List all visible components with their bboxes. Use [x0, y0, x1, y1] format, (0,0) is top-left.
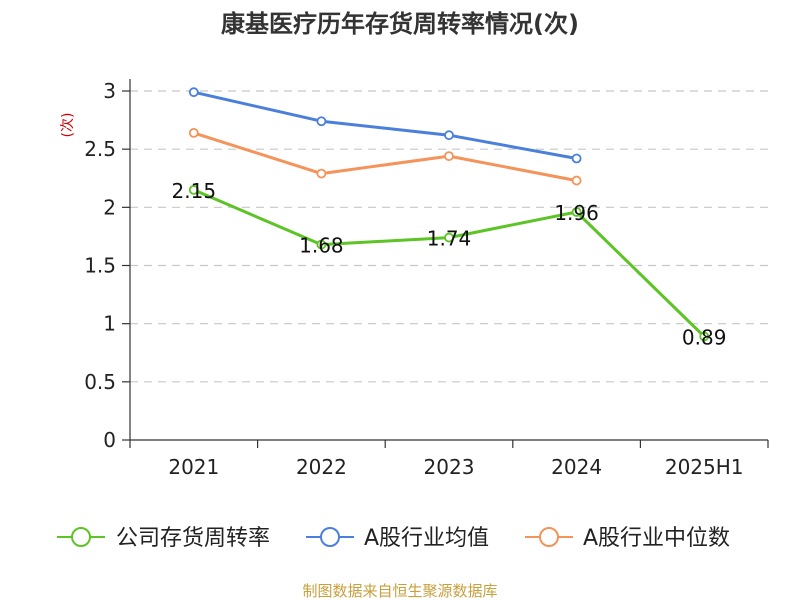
legend-marker [320, 527, 340, 547]
data-point [444, 151, 454, 162]
legend-label: A股行业均值 [364, 526, 489, 551]
y-tick-label: 2 [103, 195, 116, 219]
data-point [188, 87, 199, 98]
series-line [193, 131, 577, 183]
data-point [316, 168, 327, 179]
data-point [316, 116, 327, 127]
series-lines [188, 87, 710, 342]
y-tick-label: 1.5 [84, 254, 116, 278]
series-line [193, 188, 706, 338]
data-point [188, 127, 199, 138]
data-point [188, 184, 199, 195]
x-tick-label: 2024 [551, 455, 602, 479]
data-label: 1.68 [299, 234, 344, 258]
data-label: 1.74 [427, 227, 472, 251]
legend-marker [71, 527, 91, 547]
legend: 公司存货周转率 A股行业均值 A股行业中位数 [57, 526, 730, 551]
x-tick-label: 2025H1 [665, 455, 744, 479]
data-point [571, 175, 582, 186]
source-note: 制图数据来自恒生聚源数据库 [302, 582, 497, 600]
x-tick-label: 2022 [296, 455, 347, 479]
x-tick-label: 2021 [168, 455, 219, 479]
series-line [193, 90, 577, 160]
data-label: 0.89 [682, 325, 727, 349]
legend-label: 公司存货周转率 [116, 526, 270, 551]
legend-marker [539, 527, 559, 547]
data-point [316, 239, 327, 250]
data-point [571, 207, 582, 217]
y-axis-label: (次) [60, 113, 76, 138]
data-label: 1.96 [554, 201, 599, 225]
data-point [444, 232, 454, 243]
legend-label: A股行业中位数 [583, 526, 730, 551]
data-point [444, 130, 454, 141]
y-tick-label: 0 [103, 428, 116, 452]
y-tick-label: 3 [103, 79, 116, 103]
x-tick-label: 2023 [424, 455, 475, 479]
data-label: 2.15 [172, 179, 217, 203]
chart-title: 康基医疗历年存货周转率情况(次) [221, 10, 579, 38]
y-tick-label: 1 [103, 312, 116, 336]
y-tick-label: 2.5 [84, 137, 116, 161]
y-tick-label: 0.5 [84, 370, 116, 394]
data-point [571, 153, 582, 164]
data-labels: 2.15 1.68 1.74 1.96 0.89 [172, 179, 727, 350]
axes: 0 0.5 1 1.5 2 2.5 3 2021 2022 2023 2024 2025H1 [84, 79, 769, 479]
data-point [699, 331, 710, 342]
